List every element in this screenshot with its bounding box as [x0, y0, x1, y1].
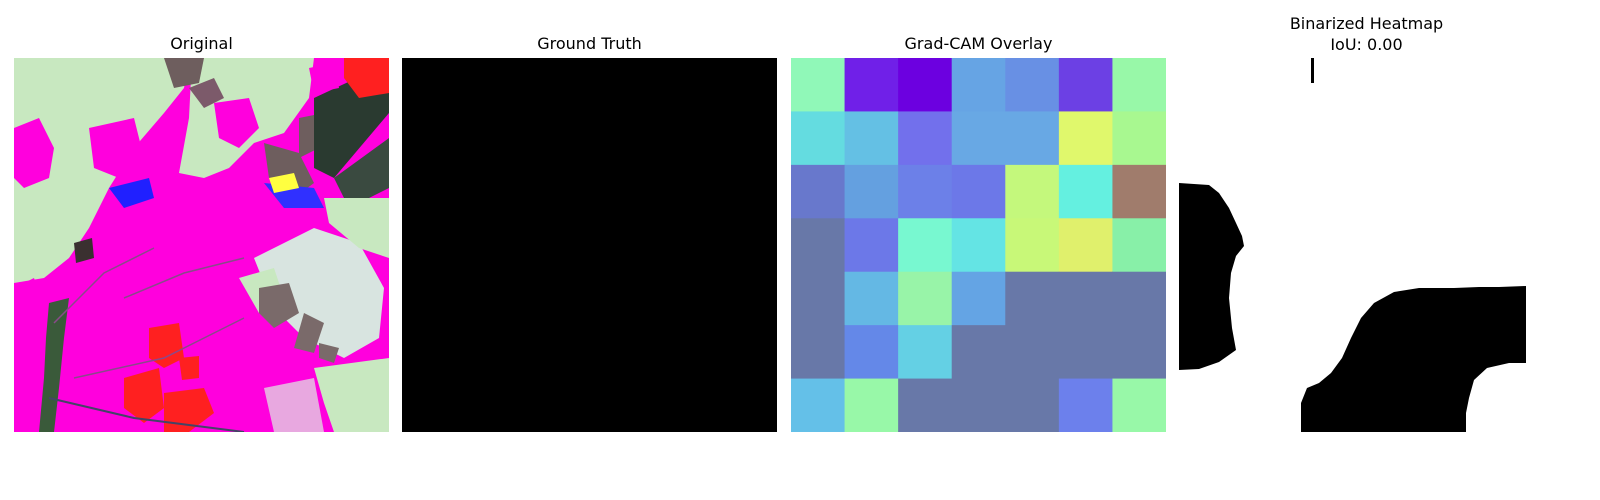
gradcam-cell — [791, 218, 846, 273]
gradcam-cell — [898, 164, 953, 219]
gradcam-cell — [791, 378, 846, 432]
gradcam-cell — [898, 378, 953, 432]
gradcam-cell — [898, 111, 953, 166]
gradcam-cell — [844, 218, 899, 273]
gradcam-cell — [844, 271, 899, 326]
gradcam-cell — [951, 58, 1006, 112]
original-image — [14, 58, 389, 432]
gradcam-cell — [1005, 58, 1060, 112]
gradcam-overlay — [791, 58, 1166, 432]
gradcam-cell — [1005, 271, 1060, 326]
gradcam-cell — [1005, 164, 1060, 219]
gradcam-cell — [1058, 378, 1113, 432]
ground-truth-mask — [402, 58, 777, 432]
gradcam-cell — [951, 164, 1006, 219]
gradcam-cell — [1058, 271, 1113, 326]
gradcam-cell — [791, 325, 846, 380]
gradcam-cell — [844, 378, 899, 432]
gradcam-cell — [1005, 111, 1060, 166]
original-title: Original — [170, 34, 233, 53]
gradcam-cell — [1058, 111, 1113, 166]
gradcam-cell — [1058, 218, 1113, 273]
gradcam-cell — [1005, 325, 1060, 380]
gradcam-cell — [1112, 111, 1166, 166]
gradcam-cell — [898, 325, 953, 380]
binarized-tick-mark — [1311, 58, 1314, 83]
gradcam-cell — [951, 325, 1006, 380]
gradcam-cell — [844, 164, 899, 219]
gradcam-cell — [1112, 271, 1166, 326]
gradcam-cell — [898, 58, 953, 112]
binarized-region-left — [1179, 183, 1244, 370]
gradcam-cell — [951, 378, 1006, 432]
gradcam-cell — [791, 164, 846, 219]
binarized-region-right — [1301, 286, 1526, 432]
gradcam-cell — [791, 271, 846, 326]
gradcam-cell — [1005, 378, 1060, 432]
gradcam-cell — [898, 271, 953, 326]
ground-truth-title: Ground Truth — [537, 34, 642, 53]
gradcam-cell — [951, 218, 1006, 273]
binarized-title-line-2: IoU: 0.00 — [1330, 35, 1403, 54]
binarized-heatmap — [1179, 58, 1526, 432]
gradcam-cell — [791, 58, 846, 112]
gradcam-cell — [1112, 378, 1166, 432]
gradcam-cell — [1058, 164, 1113, 219]
gradcam-cell — [1058, 325, 1113, 380]
gradcam-cell — [844, 325, 899, 380]
gradcam-cell — [1058, 58, 1113, 112]
gradcam-cell — [898, 218, 953, 273]
gradcam-cell — [951, 111, 1006, 166]
gradcam-cell — [1112, 218, 1166, 273]
gradcam-cell — [791, 111, 846, 166]
gradcam-cell — [844, 111, 899, 166]
gradcam-cell — [1112, 164, 1166, 219]
gradcam-title: Grad-CAM Overlay — [904, 34, 1053, 53]
binarized-title-line-1: Binarized Heatmap — [1289, 14, 1444, 33]
binarized-title: Binarized Heatmap IoU: 0.00 — [1179, 13, 1554, 57]
gradcam-cell — [844, 58, 899, 112]
gradcam-cell — [1112, 325, 1166, 380]
gradcam-cell — [951, 271, 1006, 326]
gradcam-cell — [1112, 58, 1166, 112]
gradcam-cell — [1005, 218, 1060, 273]
